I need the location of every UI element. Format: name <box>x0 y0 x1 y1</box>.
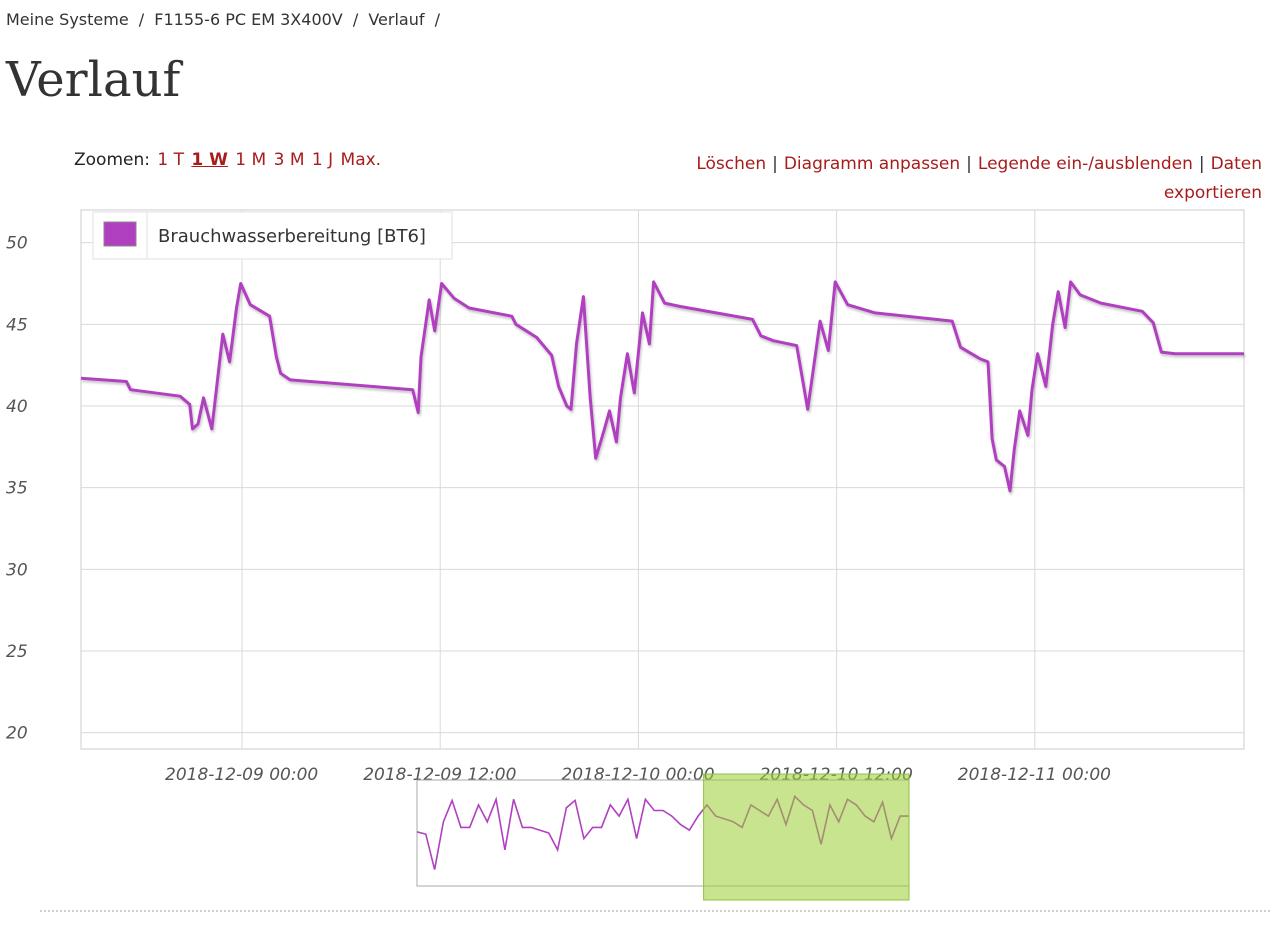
page-title: Verlauf <box>6 52 181 108</box>
section-divider <box>40 910 1270 912</box>
series-line <box>80 280 1244 493</box>
y-tick-label: 50 <box>6 234 28 254</box>
zoom-1-month[interactable]: 1 M <box>235 150 267 170</box>
legend-box <box>92 211 453 260</box>
y-tick-label: 30 <box>6 560 28 580</box>
y-tick-label: 45 <box>6 315 28 335</box>
breadcrumb-separator: / <box>138 10 145 29</box>
navigator-selection[interactable] <box>703 773 910 901</box>
chart-actions: Löschen | Diagramm anpassen | Legende ein-/a… <box>562 150 1262 208</box>
series-layer <box>80 280 1244 493</box>
action-separator: | <box>1198 154 1205 174</box>
zoom-bar: Zoomen: 1 T 1 W 1 M 3 M 1 J Max. <box>74 150 381 170</box>
navigator[interactable] <box>416 773 910 901</box>
zoom-label: Zoomen: <box>74 150 150 170</box>
legend-label: Brauchwasserbereitung [BT6] <box>158 226 426 247</box>
zoom-3-months[interactable]: 3 M <box>273 150 305 170</box>
zoom-max[interactable]: Max. <box>340 150 382 170</box>
breadcrumb-separator: / <box>434 10 440 29</box>
legend[interactable]: Brauchwasserbereitung [BT6] <box>92 211 453 260</box>
export-data-link[interactable]: Daten <box>1210 154 1262 174</box>
toggle-legend-link[interactable]: Legende ein-/ausblenden <box>977 154 1193 174</box>
customize-chart-link[interactable]: Diagramm anpassen <box>783 154 961 174</box>
x-tick-label: 2018-12-11 00:00 <box>958 765 1111 785</box>
legend-swatch <box>103 221 137 247</box>
y-tick-label: 40 <box>6 397 28 417</box>
y-tick-label: 25 <box>6 642 28 662</box>
x-tick-label: 2018-12-09 00:00 <box>165 765 318 785</box>
grid-layer <box>80 209 1245 750</box>
action-separator: | <box>966 154 972 174</box>
zoom-1-year[interactable]: 1 J <box>311 150 334 170</box>
plot-frame <box>80 209 1245 750</box>
breadcrumb-item-history[interactable]: Verlauf <box>368 10 425 29</box>
breadcrumb: Meine Systeme / F1155-6 PC EM 3X400V / V… <box>6 10 445 29</box>
zoom-1-day[interactable]: 1 T <box>157 150 184 170</box>
delete-link[interactable]: Löschen <box>696 154 767 174</box>
zoom-1-week[interactable]: 1 W <box>191 150 228 170</box>
breadcrumb-separator: / <box>352 10 359 29</box>
breadcrumb-item-systems[interactable]: Meine Systeme <box>6 10 129 29</box>
y-tick-label: 20 <box>6 724 28 744</box>
y-tick-label: 35 <box>6 479 28 499</box>
breadcrumb-item-device[interactable]: F1155-6 PC EM 3X400V <box>154 10 343 29</box>
export-data-link-cont[interactable]: exportieren <box>1163 183 1262 203</box>
action-separator: | <box>772 154 778 174</box>
